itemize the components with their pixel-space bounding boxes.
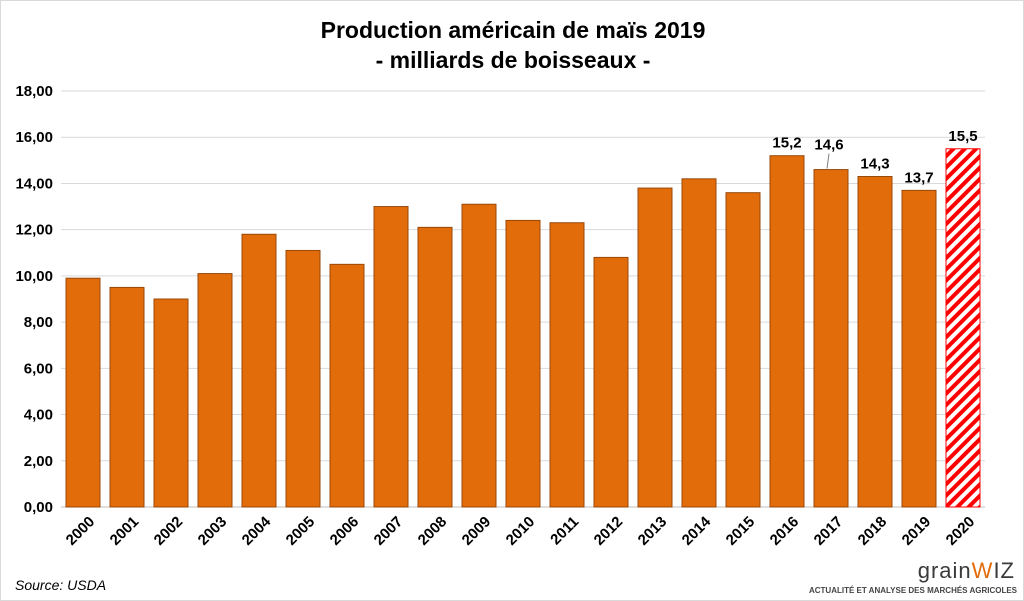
x-tick-label: 2012 bbox=[591, 513, 627, 549]
bar-2006 bbox=[329, 263, 365, 508]
x-tick-label: 2009 bbox=[459, 513, 495, 549]
bar-2014 bbox=[681, 178, 717, 508]
bar-2015 bbox=[725, 192, 761, 508]
x-tick-label: 2003 bbox=[195, 513, 231, 549]
x-tick-label: 2017 bbox=[811, 513, 847, 549]
bar-2011 bbox=[549, 222, 585, 508]
x-tick-label: 2007 bbox=[371, 513, 407, 549]
data-label: 15,2 bbox=[772, 135, 801, 152]
y-tick-label: 18,00 bbox=[15, 83, 53, 100]
x-tick-label: 2015 bbox=[723, 513, 759, 549]
bar-2013 bbox=[637, 187, 673, 508]
y-tick-label: 2,00 bbox=[24, 453, 53, 470]
y-tick-label: 14,00 bbox=[15, 175, 53, 192]
data-label: 15,5 bbox=[948, 128, 977, 145]
bar-2016 bbox=[769, 155, 805, 508]
chart-title: Production américain de maïs 2019 bbox=[320, 17, 706, 43]
bar-2005 bbox=[285, 249, 321, 508]
x-tick-label: 2008 bbox=[415, 513, 451, 549]
bar-2009 bbox=[461, 203, 497, 508]
y-tick-label: 8,00 bbox=[24, 314, 53, 331]
y-tick-label: 10,00 bbox=[15, 268, 53, 285]
bar-2010 bbox=[505, 219, 541, 508]
x-tick-label: 2002 bbox=[151, 513, 187, 549]
bar-2003 bbox=[197, 273, 233, 508]
bar-2017 bbox=[813, 169, 849, 508]
x-tick-label: 2013 bbox=[635, 513, 671, 549]
x-tick-label: 2019 bbox=[899, 513, 935, 549]
bar-2012 bbox=[593, 256, 629, 508]
source-note: Source: USDA bbox=[15, 577, 107, 593]
y-tick-label: 4,00 bbox=[24, 407, 53, 424]
data-label: 14,3 bbox=[860, 156, 889, 173]
bar-2019 bbox=[901, 189, 937, 508]
leader-line bbox=[826, 153, 830, 169]
bar-2007 bbox=[373, 206, 409, 508]
y-tick-label: 16,00 bbox=[15, 129, 53, 146]
x-tick-label: 2005 bbox=[283, 513, 319, 549]
x-tick-label: 2000 bbox=[63, 513, 99, 549]
bar-2008 bbox=[417, 226, 453, 508]
y-tick-label: 6,00 bbox=[24, 360, 53, 377]
bar-2001 bbox=[109, 286, 145, 508]
x-tick-label: 2016 bbox=[767, 513, 803, 549]
logo-tagline: ACTUALITÉ ET ANALYSE DES MARCHÉS AGRICOL… bbox=[808, 586, 1017, 595]
y-tick-label: 0,00 bbox=[24, 499, 53, 516]
bar-2000 bbox=[65, 277, 101, 508]
data-label: 14,6 bbox=[814, 137, 843, 154]
y-tick-label: 12,00 bbox=[15, 222, 53, 239]
grainwiz-logo: grainWIZ ACTUALITÉ ET ANALYSE DES MARCHÉ… bbox=[771, 558, 1019, 600]
data-label: 13,7 bbox=[904, 169, 933, 186]
x-tick-label: 2011 bbox=[547, 513, 582, 548]
chart-subtitle: - milliards de boisseaux - bbox=[375, 47, 651, 73]
bar-2018 bbox=[857, 176, 893, 508]
x-tick-label: 2001 bbox=[107, 513, 143, 549]
x-tick-label: 2014 bbox=[679, 513, 715, 549]
bar-2020 bbox=[945, 148, 981, 508]
x-tick-label: 2010 bbox=[503, 513, 539, 549]
logo-word: grainWIZ bbox=[917, 558, 1015, 583]
bar-2002 bbox=[153, 298, 189, 508]
x-tick-label: 2004 bbox=[239, 513, 275, 549]
x-tick-label: 2006 bbox=[327, 513, 363, 549]
x-tick-label: 2018 bbox=[855, 513, 891, 549]
bar-2004 bbox=[241, 233, 277, 508]
x-tick-label: 2020 bbox=[943, 513, 979, 549]
